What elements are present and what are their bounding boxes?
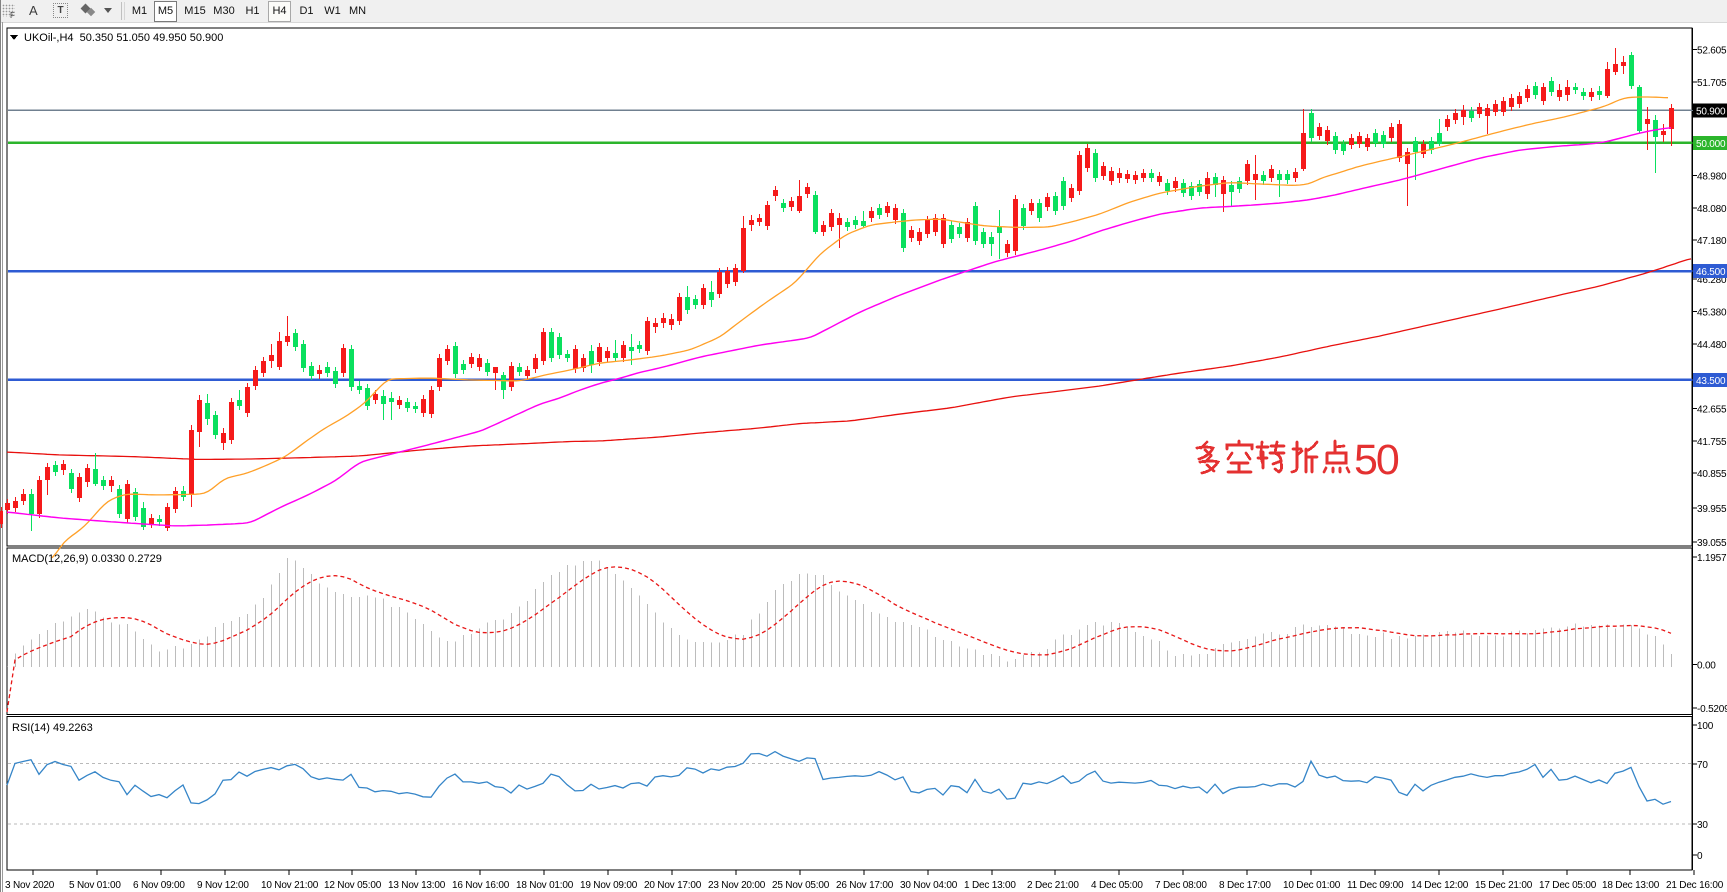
svg-text:-0.5209: -0.5209 bbox=[1697, 704, 1727, 715]
svg-text:11 Dec 09:00: 11 Dec 09:00 bbox=[1347, 880, 1404, 891]
svg-text:4 Dec 05:00: 4 Dec 05:00 bbox=[1091, 880, 1143, 891]
svg-text:14 Dec 12:00: 14 Dec 12:00 bbox=[1411, 880, 1469, 891]
svg-text:1 Dec 13:00: 1 Dec 13:00 bbox=[964, 880, 1016, 891]
svg-text:18 Nov 01:00: 18 Nov 01:00 bbox=[516, 880, 574, 891]
svg-text:20 Nov 17:00: 20 Nov 17:00 bbox=[644, 880, 702, 891]
svg-text:2 Dec 21:00: 2 Dec 21:00 bbox=[1027, 880, 1079, 891]
svg-text:3 Nov 2020: 3 Nov 2020 bbox=[5, 880, 55, 891]
svg-text:30: 30 bbox=[1697, 820, 1708, 831]
svg-text:26 Nov 17:00: 26 Nov 17:00 bbox=[836, 880, 894, 891]
svg-text:10 Dec 01:00: 10 Dec 01:00 bbox=[1283, 880, 1341, 891]
svg-text:5 Nov 01:00: 5 Nov 01:00 bbox=[69, 880, 121, 891]
svg-text:8 Dec 17:00: 8 Dec 17:00 bbox=[1219, 880, 1271, 891]
svg-text:1.1957: 1.1957 bbox=[1697, 553, 1727, 564]
svg-text:52.605: 52.605 bbox=[1697, 46, 1727, 57]
svg-text:RSI(14) 49.2263: RSI(14) 49.2263 bbox=[12, 722, 93, 734]
svg-text:39.055: 39.055 bbox=[1697, 538, 1727, 549]
svg-text:46.500: 46.500 bbox=[1696, 267, 1726, 278]
svg-text:19 Nov 09:00: 19 Nov 09:00 bbox=[580, 880, 638, 891]
svg-text:46.280: 46.280 bbox=[1697, 275, 1727, 286]
svg-text:45.380: 45.380 bbox=[1697, 308, 1727, 319]
svg-text:10 Nov 21:00: 10 Nov 21:00 bbox=[261, 880, 319, 891]
svg-text:44.480: 44.480 bbox=[1697, 340, 1727, 351]
svg-text:0: 0 bbox=[1697, 851, 1703, 862]
svg-text:17 Dec 05:00: 17 Dec 05:00 bbox=[1539, 880, 1597, 891]
svg-text:30 Nov 04:00: 30 Nov 04:00 bbox=[900, 880, 958, 891]
svg-text:51.705: 51.705 bbox=[1697, 78, 1727, 89]
svg-text:25 Nov 05:00: 25 Nov 05:00 bbox=[772, 880, 830, 891]
svg-text:100: 100 bbox=[1697, 721, 1714, 732]
svg-text:42.655: 42.655 bbox=[1697, 405, 1727, 416]
svg-text:70: 70 bbox=[1697, 760, 1708, 771]
svg-text:40.855: 40.855 bbox=[1697, 469, 1727, 480]
svg-text:23 Nov 20:00: 23 Nov 20:00 bbox=[708, 880, 766, 891]
svg-text:50.000: 50.000 bbox=[1696, 139, 1726, 150]
svg-text:12 Nov 05:00: 12 Nov 05:00 bbox=[324, 880, 382, 891]
svg-text:13 Nov 13:00: 13 Nov 13:00 bbox=[388, 880, 446, 891]
svg-text:39.955: 39.955 bbox=[1697, 504, 1727, 515]
svg-text:9 Nov 12:00: 9 Nov 12:00 bbox=[197, 880, 249, 891]
svg-text:41.755: 41.755 bbox=[1697, 437, 1727, 448]
svg-text:18 Dec 13:00: 18 Dec 13:00 bbox=[1602, 880, 1660, 891]
svg-text:16 Nov 16:00: 16 Nov 16:00 bbox=[452, 880, 510, 891]
svg-text:21 Dec 16:00: 21 Dec 16:00 bbox=[1666, 880, 1724, 891]
svg-text:15 Dec 21:00: 15 Dec 21:00 bbox=[1475, 880, 1533, 891]
svg-text:48.980: 48.980 bbox=[1697, 172, 1727, 183]
svg-text:0.00: 0.00 bbox=[1697, 661, 1716, 672]
svg-text:MACD(12,26,9) 0.0330 0.2729: MACD(12,26,9) 0.0330 0.2729 bbox=[12, 553, 162, 565]
svg-text:7 Dec 08:00: 7 Dec 08:00 bbox=[1155, 880, 1207, 891]
svg-text:50.900: 50.900 bbox=[1696, 106, 1726, 117]
svg-text:43.500: 43.500 bbox=[1696, 376, 1726, 387]
svg-text:48.080: 48.080 bbox=[1697, 204, 1727, 215]
svg-text:6 Nov 09:00: 6 Nov 09:00 bbox=[133, 880, 185, 891]
svg-text:47.180: 47.180 bbox=[1697, 236, 1727, 247]
svg-text:50: 50 bbox=[1354, 436, 1399, 484]
svg-text:UKOil-,H4 50.350 51.050 49.95: UKOil-,H4 50.350 51.050 49.950 50.900 bbox=[24, 32, 223, 44]
